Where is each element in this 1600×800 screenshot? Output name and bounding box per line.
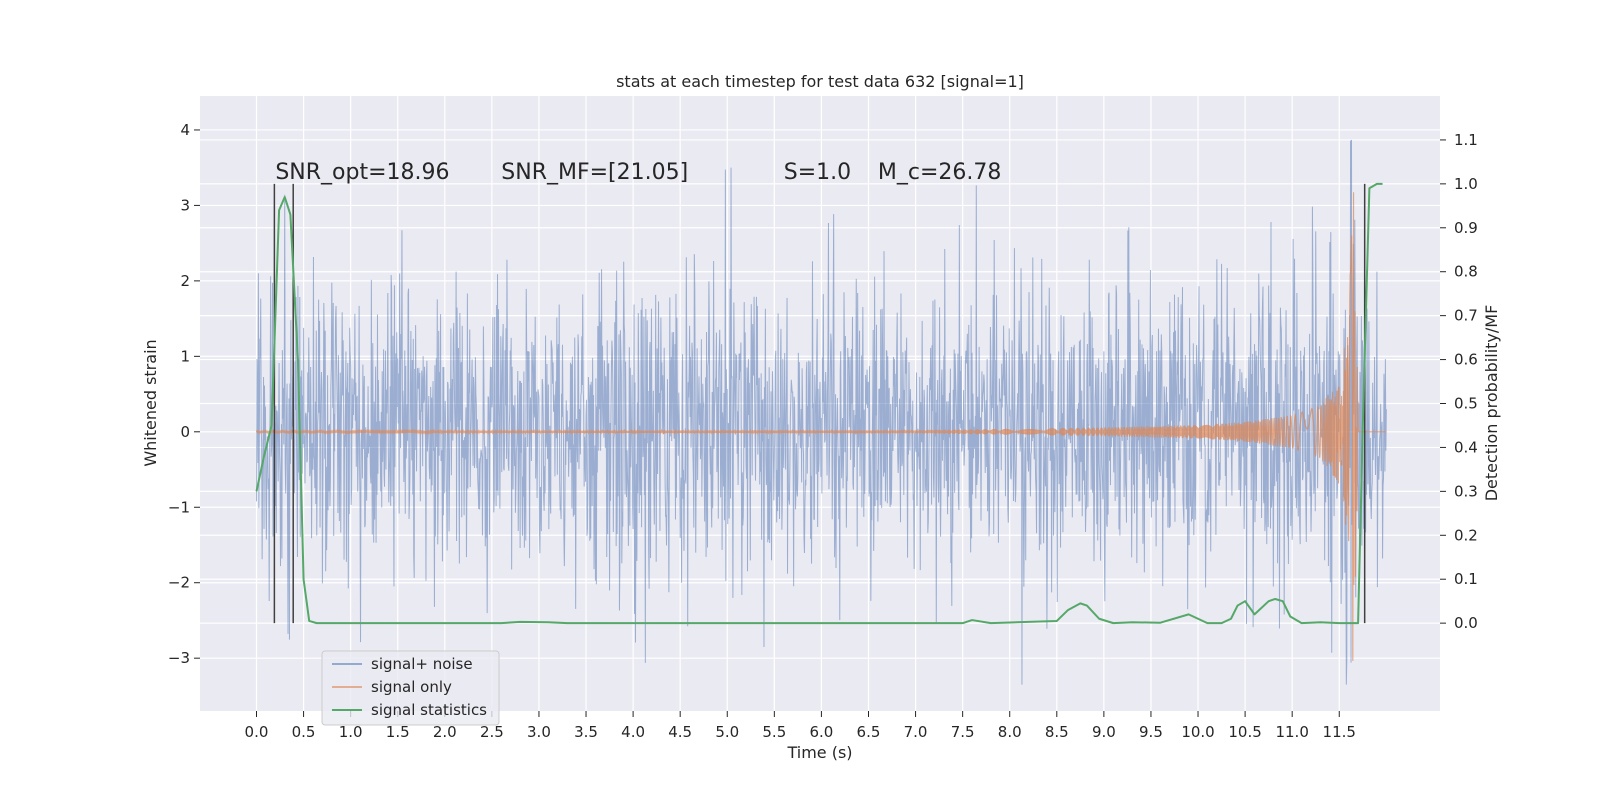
y-axis-label-right: Detection probability/MF	[1482, 305, 1501, 502]
x-tick-label: 3.5	[574, 723, 598, 741]
x-tick-label: 8.5	[1045, 723, 1069, 741]
y-right-tick-label: 0.4	[1454, 438, 1478, 456]
x-tick-label: 1.0	[339, 723, 363, 741]
x-tick-label: 10.0	[1181, 723, 1214, 741]
legend-label-signal: signal only	[371, 678, 452, 696]
line-signal-only	[255, 192, 1387, 661]
legend-label-noise: signal+ noise	[371, 655, 473, 673]
x-tick-label: 9.5	[1139, 723, 1163, 741]
y-right-tick-label: 0.5	[1454, 395, 1478, 413]
y-right-tick-label: 0.8	[1454, 263, 1478, 281]
y-left-tick-label: 3	[180, 196, 190, 214]
y-right-tick-label: 0.1	[1454, 570, 1478, 588]
series-signal-plus-noise	[255, 139, 1387, 685]
y-left-tick-label: 0	[180, 423, 190, 441]
legend: signal+ noise signal only signal statist…	[321, 650, 500, 726]
x-tick-label: 0.5	[292, 723, 316, 741]
x-tick-label: 9.0	[1092, 723, 1116, 741]
y-right-tick-label: 0.3	[1454, 482, 1478, 500]
line-signal-plus-noise	[255, 139, 1387, 685]
y-axis-label-left: Whitened strain	[141, 339, 160, 466]
y-left-tick-label: −1	[168, 498, 190, 516]
y-right-tick-label: 0.0	[1454, 614, 1478, 632]
series-signal-statistics	[255, 182, 1383, 625]
x-tick-label: 2.0	[433, 723, 457, 741]
x-tick-label: 4.0	[621, 723, 645, 741]
x-tick-label: 5.0	[715, 723, 739, 741]
x-tick-label: 11.5	[1323, 723, 1356, 741]
y-right-tick-label: 0.2	[1454, 526, 1478, 544]
annotation-text: SNR_opt=18.96	[275, 160, 449, 185]
y-right-tick-label: 0.9	[1454, 219, 1478, 237]
annotation-text: S=1.0	[784, 160, 851, 185]
y-left-tick-labels: −3 −2 −1 0 1 2 3 4	[168, 121, 200, 667]
y-right-tick-label: 0.6	[1454, 351, 1478, 369]
x-tick-label: 6.0	[809, 723, 833, 741]
x-tick-label: 5.5	[762, 723, 786, 741]
x-tick-label: 7.5	[951, 723, 975, 741]
legend-box	[321, 650, 500, 726]
y-right-tick-label: 0.7	[1454, 307, 1478, 325]
y-left-tick-label: −3	[168, 649, 190, 667]
annotation-text: SNR_MF=[21.05]	[501, 160, 688, 185]
annotation-text: M_c=26.78	[878, 160, 1002, 185]
y-left-tick-label: 1	[180, 347, 190, 365]
y-left-tick-label: 4	[180, 121, 190, 139]
x-tick-label: 4.5	[668, 723, 692, 741]
y-right-tick-label: 1.1	[1454, 131, 1478, 149]
y-left-tick-label: 2	[180, 272, 190, 290]
x-tick-label: 2.5	[480, 723, 504, 741]
x-tick-label: 11.0	[1275, 723, 1308, 741]
x-tick-label: 1.5	[386, 723, 410, 741]
x-tick-label: 0.0	[245, 723, 269, 741]
grid	[200, 96, 1440, 711]
series-signal-only	[255, 192, 1387, 661]
legend-label-stats: signal statistics	[371, 701, 487, 719]
line-signal-statistics	[255, 182, 1383, 625]
x-tick-label: 6.5	[857, 723, 881, 741]
x-axis-label: Time (s)	[786, 743, 852, 762]
annotations: SNR_opt=18.96 SNR_MF=[21.05] S=1.0 M_c=26.7…	[275, 160, 1001, 185]
chart-title: stats at each timestep for test data 632…	[616, 72, 1024, 91]
x-tick-label: 8.0	[998, 723, 1022, 741]
x-tick-label: 10.5	[1228, 723, 1261, 741]
y-right-tick-label: 1.0	[1454, 175, 1478, 193]
x-tick-labels: 0.0 0.5 1.0 1.5 2.0 2.5 3.0 3.5 4.0 4.5 5.0 5.5 6.0 6…	[245, 711, 1356, 741]
x-tick-label: 7.0	[904, 723, 928, 741]
y-right-tick-labels: 0.0 0.1 0.2 0.3 0.4 0.5 0.6 0.7 0.8 0.9 1.0 1.1	[1440, 131, 1478, 632]
y-left-tick-label: −2	[168, 574, 190, 592]
x-tick-label: 3.0	[527, 723, 551, 741]
